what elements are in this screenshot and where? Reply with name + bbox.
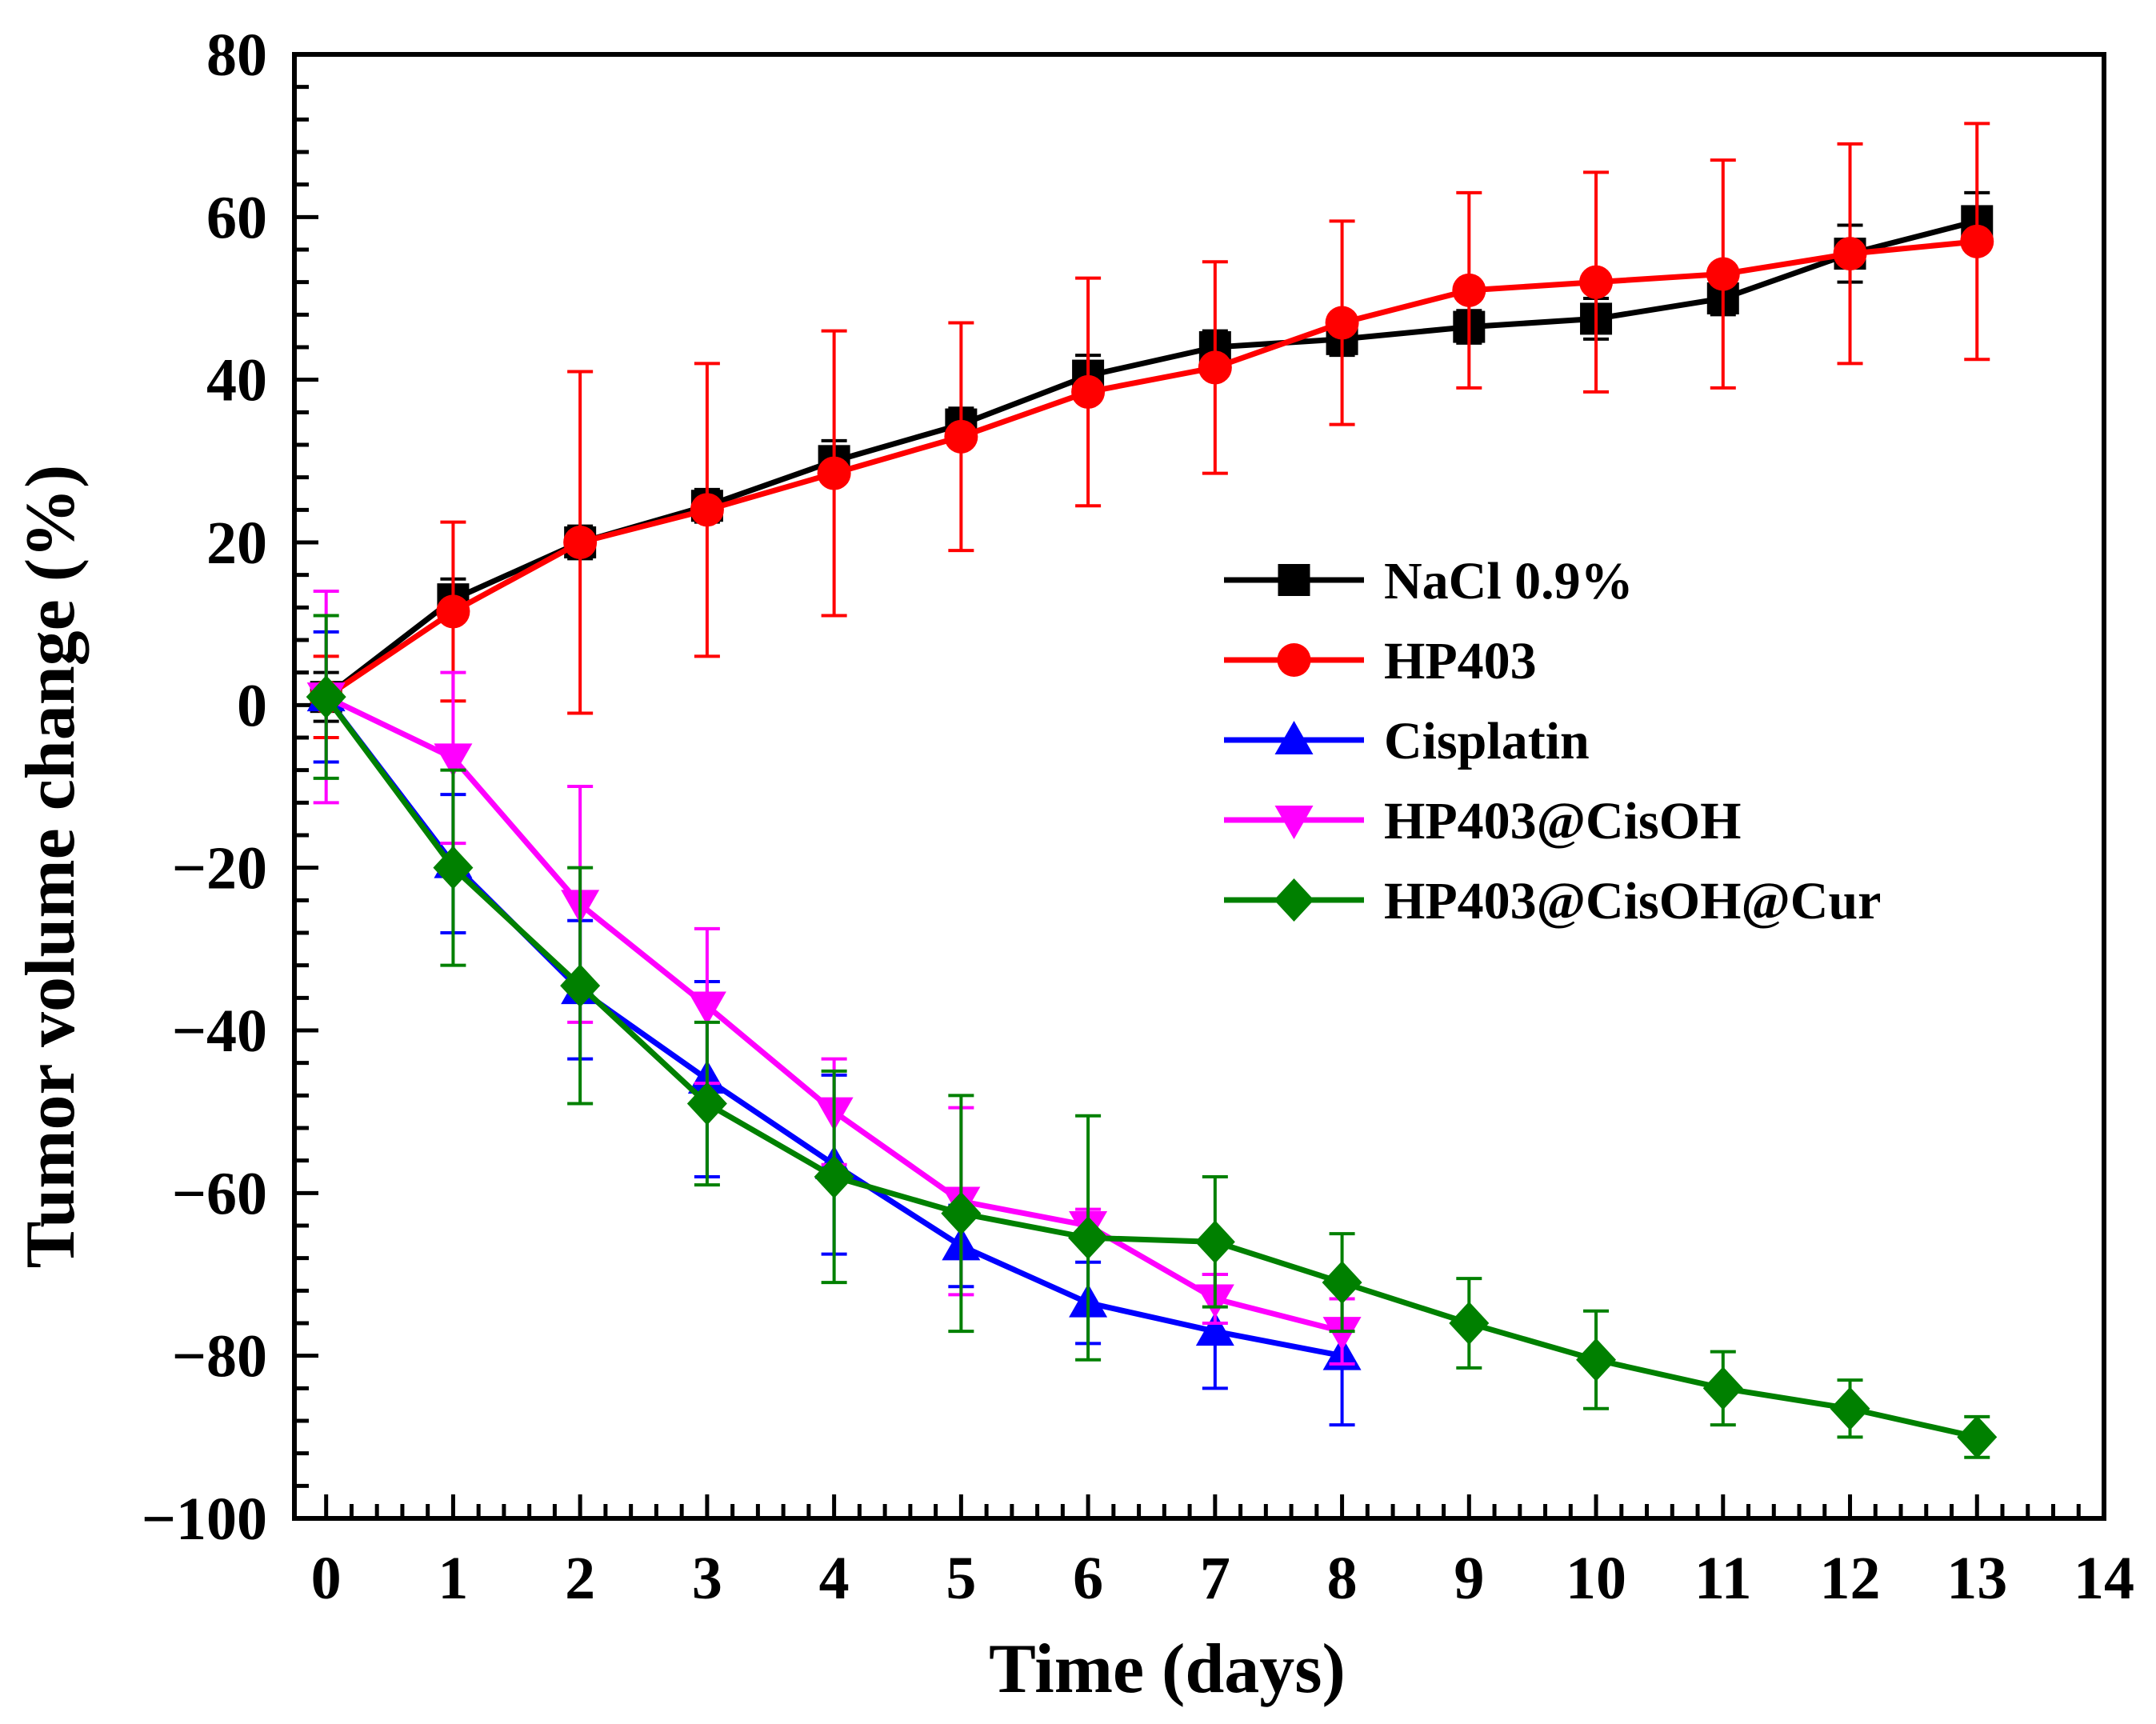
- x-tick-label: 11: [1694, 1545, 1752, 1612]
- y-tick-label: 20: [206, 510, 267, 577]
- y-tick-label: 60: [206, 184, 267, 251]
- legend-marker: [1277, 643, 1311, 677]
- data-point: [1194, 1220, 1235, 1264]
- y-tick-label: −60: [172, 1160, 267, 1227]
- data-point: [560, 964, 601, 1008]
- legend-label: NaCl 0.9%: [1384, 552, 1634, 610]
- x-tick-label: 2: [565, 1545, 595, 1612]
- data-point: [1957, 1415, 1998, 1459]
- data-point: [1449, 1302, 1490, 1345]
- data-point: [433, 846, 474, 890]
- series-line: [323, 695, 1978, 1440]
- data-point: [941, 1191, 982, 1235]
- y-tick-label: −40: [172, 998, 267, 1065]
- legend: NaCl 0.9% HP403 Cisplatin HP403@CisOH HP403@…: [1224, 552, 1881, 930]
- data-point: [690, 493, 724, 527]
- y-tick-label: −80: [172, 1323, 267, 1390]
- x-tick-label: 0: [311, 1545, 342, 1612]
- y-tick-label: 40: [206, 347, 267, 414]
- legend-marker: [1274, 721, 1314, 754]
- data-point: [686, 1082, 727, 1126]
- data-point: [687, 991, 726, 1026]
- legend-entry: HP403@CisOH@Cur: [1224, 872, 1881, 930]
- legend-entry: Cisplatin: [1224, 712, 1590, 770]
- legend-marker: [1278, 564, 1310, 596]
- plot-area-frame: [292, 52, 2106, 1521]
- y-tick-label: −20: [172, 835, 267, 902]
- x-tick-label: 9: [1454, 1545, 1484, 1612]
- data-point: [1198, 350, 1232, 385]
- data-point: [1325, 306, 1359, 340]
- data-point: [1322, 1317, 1362, 1351]
- data-point: [434, 743, 473, 778]
- data-point: [1960, 224, 1994, 258]
- data-point: [306, 675, 346, 719]
- data-point: [1579, 265, 1614, 299]
- legend-entry: HP403: [1224, 632, 1537, 690]
- legend-marker: [1274, 806, 1314, 839]
- x-tick-label: 13: [1946, 1545, 2007, 1612]
- tick-labels: 0 1 2 3 4 5 6 7 8 9 10 11 12 13 14−100−80−60−40−200204…: [142, 22, 2134, 1612]
- series-group: [306, 122, 1998, 1459]
- data-point: [814, 1155, 854, 1198]
- x-tick-label: 1: [438, 1545, 468, 1612]
- y-tick-label: 0: [237, 672, 267, 739]
- x-tick-label: 10: [1566, 1545, 1626, 1612]
- x-tick-label: 8: [1327, 1545, 1358, 1612]
- data-point: [1702, 1366, 1743, 1410]
- data-point: [1195, 1312, 1234, 1346]
- legend-label: Cisplatin: [1384, 712, 1590, 770]
- legend-entry: NaCl 0.9%: [1224, 552, 1634, 610]
- data-point: [817, 456, 851, 490]
- x-axis-title: Time (days): [989, 1630, 1346, 1708]
- y-tick-label: −100: [142, 1486, 267, 1553]
- legend-label: HP403@CisOH@Cur: [1384, 872, 1881, 930]
- data-point: [1833, 237, 1867, 271]
- data-point: [1576, 1338, 1617, 1382]
- legend-label: HP403@CisOH: [1384, 792, 1741, 850]
- x-tick-label: 7: [1200, 1545, 1230, 1612]
- data-point: [1071, 374, 1106, 409]
- x-tick-label: 6: [1073, 1545, 1103, 1612]
- series-1: [309, 122, 1994, 739]
- x-tick-label: 14: [2074, 1545, 2134, 1612]
- y-axis-title: Tumor volume change (%): [12, 465, 90, 1269]
- x-tick-label: 3: [692, 1545, 722, 1612]
- data-point: [1068, 1216, 1109, 1260]
- data-point: [436, 594, 470, 629]
- series-line: [324, 238, 1978, 700]
- x-tick-label: 12: [1820, 1545, 1881, 1612]
- data-point: [944, 419, 978, 454]
- data-point: [1830, 1386, 1870, 1430]
- x-tick-label: 4: [819, 1545, 850, 1612]
- legend-label: HP403: [1384, 632, 1537, 690]
- legend-entry: HP403@CisOH: [1224, 792, 1741, 850]
- y-tick-label: 80: [206, 22, 267, 89]
- data-point: [1322, 1261, 1362, 1305]
- data-point: [563, 526, 598, 559]
- data-point: [1706, 257, 1740, 291]
- series-4: [306, 614, 1998, 1459]
- x-tick-label: 5: [946, 1545, 976, 1612]
- legend-marker: [1274, 878, 1314, 922]
- data-point: [1452, 273, 1486, 307]
